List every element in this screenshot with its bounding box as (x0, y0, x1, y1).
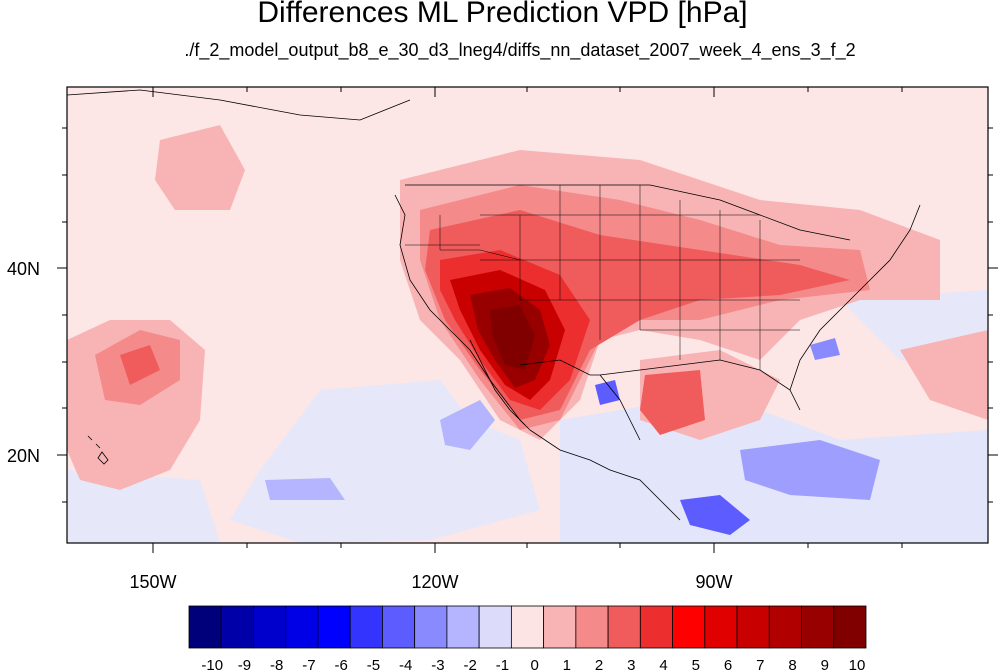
colorbar-label: -5 (367, 657, 380, 672)
colorbar-label: -4 (399, 657, 412, 672)
east-coast (789, 204, 921, 391)
colorbar-swatch (220, 605, 254, 649)
minor-tick-bottom (246, 543, 903, 548)
colorbar-label: -10 (201, 657, 223, 672)
alaska-coast (67, 89, 411, 121)
field-neg4-patch (680, 495, 750, 535)
colorbar-label: 0 (530, 657, 538, 672)
field-neg2-patch (440, 400, 495, 450)
colorbar-swatch (801, 605, 835, 649)
colorbar-label: 8 (788, 657, 796, 672)
colorbar-swatch (349, 605, 383, 649)
field-neg2-patch (265, 478, 345, 500)
colorbar-swatch (768, 605, 802, 649)
colorbar-swatch (575, 605, 609, 649)
field-pos2-patch (900, 330, 988, 420)
field-pos10-patch (490, 305, 535, 370)
lat-label: 40N (7, 259, 40, 279)
colorbar-label: 7 (756, 657, 764, 672)
gulf-west-coast (599, 374, 641, 441)
colorbar-label: 2 (595, 657, 603, 672)
colorbar-label: -8 (270, 657, 283, 672)
major-tick-bottom (152, 543, 715, 553)
field-pos4-patch (640, 370, 705, 435)
colorbar-swatch (672, 605, 706, 649)
lon-label: 90W (695, 572, 732, 592)
colorbar-swatch (510, 605, 545, 649)
map-field (67, 87, 988, 543)
colorbar-swatch (446, 605, 480, 649)
colorbar-label: -2 (463, 657, 476, 672)
colorbar-swatch (639, 605, 673, 649)
west-coast (394, 194, 531, 431)
colorbar-label: -6 (335, 657, 348, 672)
map-title: Differences ML Prediction VPD [hPa] (257, 0, 748, 29)
coastlines (67, 89, 921, 521)
colorbar-swatch (543, 605, 577, 649)
colorbar-label: 5 (692, 657, 700, 672)
colorbar-swatch (704, 605, 738, 649)
colorbar-swatch (382, 605, 416, 649)
colorbar-label: 10 (849, 657, 866, 672)
field-neg3-patch (810, 338, 840, 360)
colorbar-swatch (253, 605, 287, 649)
colorbar-label: 4 (659, 657, 667, 672)
state-borders (405, 185, 800, 370)
colorbar-label: -1 (496, 657, 509, 672)
colorbar-swatch (607, 605, 641, 649)
map-subtitle: ./f_2_model_output_b8_e_30_d3_lneg4/diff… (184, 40, 856, 60)
major-tick-left (57, 267, 67, 456)
hawaii-island (95, 443, 101, 449)
hawaii-island (87, 435, 93, 441)
hawaii-islands (87, 435, 109, 465)
colorbar-label: -9 (238, 657, 251, 672)
hawaii-island (97, 451, 109, 465)
colorbar-label: 9 (821, 657, 829, 672)
baja-coast (469, 339, 526, 426)
state-border (405, 214, 800, 331)
map-ticks (57, 87, 998, 553)
major-tick-top (152, 87, 715, 97)
colorbar-swatch (414, 605, 448, 649)
colorbar-label: -7 (302, 657, 315, 672)
field-neg1-patch (67, 470, 220, 543)
minor-tick-left (62, 127, 67, 503)
colorbar-swatch (833, 605, 867, 649)
colorbar-swatch (736, 605, 770, 649)
colorbar-swatch (285, 605, 319, 649)
lon-label: 150W (129, 572, 176, 592)
colorbar-swatch (478, 605, 512, 649)
colorbar-swatch (188, 605, 222, 649)
mexico-border (519, 359, 600, 376)
minor-tick-top (246, 87, 903, 92)
field-pos2-patch (155, 125, 245, 210)
colorbar: -10 -9 -8 -7 -6 -5 -4 -3 -2 -1 0 1 2 3 4 5 6 7 8 9 10 (188, 605, 867, 672)
colorbar-swatch (317, 605, 351, 649)
state-border (519, 185, 761, 370)
colorbar-label: 1 (563, 657, 571, 672)
field-pos4-patch (120, 345, 160, 385)
lat-label: 20N (7, 446, 40, 466)
colorbar-label: 6 (724, 657, 732, 672)
lon-label: 120W (411, 572, 458, 592)
mexico-coast (529, 429, 681, 521)
field-neg3-patch (740, 440, 880, 500)
field-neg4-patch (595, 380, 620, 405)
major-tick-right (988, 267, 998, 456)
minor-tick-right (988, 127, 993, 503)
colorbar-label: -3 (431, 657, 444, 672)
colorbar-label: 3 (627, 657, 635, 672)
